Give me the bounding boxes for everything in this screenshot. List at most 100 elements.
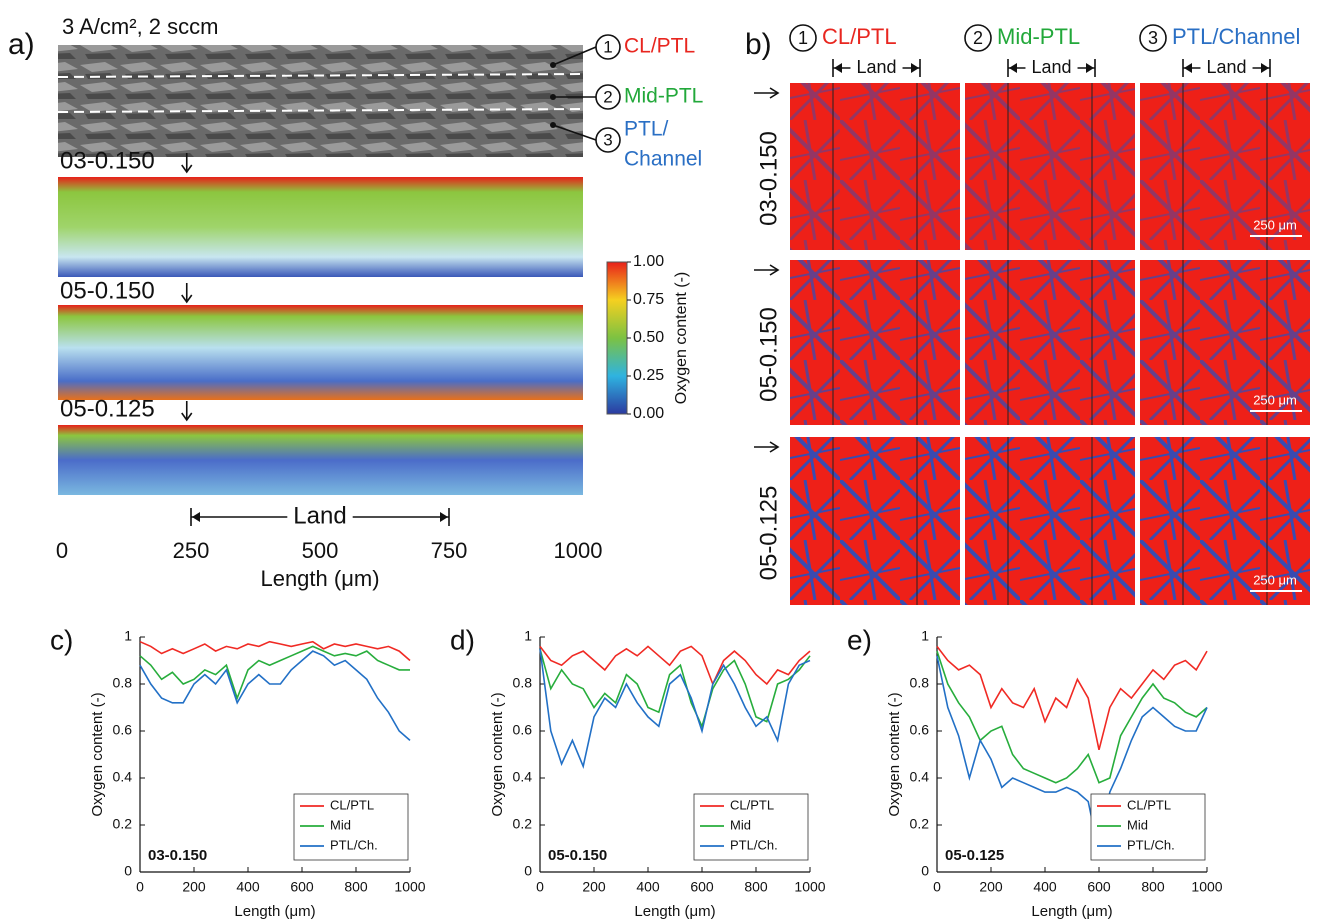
colorbar-tick-label: 0.75 (633, 291, 664, 308)
y-tick-label: 0.2 (910, 816, 930, 832)
colorbar-tick-label: 0.50 (633, 329, 664, 346)
arrow (192, 512, 200, 522)
x-tick-label: 0 (136, 879, 144, 895)
land-label: Land (1031, 57, 1071, 77)
map-label: 05-0.125 (60, 395, 155, 422)
legend-label: PTL/Ch. (730, 837, 778, 852)
x-tick-label: 1000 (1191, 879, 1222, 895)
y-axis-label: Oxygen content (-) (886, 692, 903, 816)
colorbar-tick-label: 0.00 (633, 405, 664, 422)
x-axis-label: Length (μm) (1031, 903, 1112, 920)
layer-number: 3 (1148, 28, 1158, 48)
tomo-fibers (965, 260, 1135, 425)
layer-label: PTL/ (624, 118, 669, 141)
y-tick-label: 0.4 (113, 769, 133, 785)
scale-bar-label: 250 μm (1253, 217, 1297, 232)
x-tick-label: 600 (1087, 879, 1111, 895)
layer-label: Mid-PTL (624, 85, 703, 108)
x-tick-label: 200 (182, 879, 206, 895)
y-tick-label: 0 (124, 863, 132, 879)
series-line (936, 645, 1208, 750)
length-tick-label: 500 (302, 538, 339, 563)
arrow (181, 412, 193, 422)
layer-line (57, 73, 584, 78)
panel-label: e) (847, 624, 872, 655)
x-axis-label: Length (μm) (234, 903, 315, 920)
series-line (139, 645, 410, 701)
layer-circle (1139, 24, 1167, 52)
series-line (539, 648, 811, 769)
row-label: 05-0.150 (755, 307, 782, 402)
x-tick-label: 1000 (394, 879, 425, 895)
oxygen-map (58, 305, 583, 400)
row-label: 03-0.150 (755, 131, 782, 226)
x-tick-label: 400 (636, 879, 660, 895)
x-tick-label: 0 (536, 879, 544, 895)
arrow (834, 63, 842, 73)
annotation: 05-0.125 (945, 847, 1004, 864)
x-tick-label: 800 (344, 879, 368, 895)
legend-box (293, 793, 409, 861)
tomo-fibers (1140, 83, 1310, 250)
layer-label: CL/PTL (624, 35, 695, 58)
arrow (440, 512, 448, 522)
legend-box (1090, 793, 1206, 861)
y-tick-label: 0 (524, 863, 532, 879)
y-tick-label: 1 (524, 628, 532, 644)
arrow (911, 63, 919, 73)
y-axis-label: Oxygen content (-) (489, 692, 506, 816)
length-tick-label: 1000 (554, 538, 603, 563)
colorbar-tick-label: 0.25 (633, 367, 664, 384)
tomo-fibers (790, 83, 960, 250)
leader-line (552, 46, 597, 66)
legend-label: CL/PTL (730, 797, 774, 812)
series-line (936, 655, 1208, 854)
arrow (181, 164, 193, 174)
x-tick-label: 200 (582, 879, 606, 895)
layer-circle (789, 24, 817, 52)
column-label: PTL/Channel (1172, 24, 1300, 49)
y-tick-label: 1 (124, 628, 132, 644)
y-tick-label: 0.2 (113, 816, 133, 832)
x-tick-label: 800 (744, 879, 768, 895)
oxygen-map (58, 177, 583, 277)
x-axis-label: Length (μm) (634, 903, 715, 920)
layer-line (57, 108, 584, 113)
panel-label: c) (50, 624, 73, 655)
y-tick-label: 0 (921, 863, 929, 879)
legend-label: CL/PTL (1127, 797, 1171, 812)
arrow (769, 87, 780, 99)
series-line (936, 650, 1208, 784)
y-tick-label: 0.2 (513, 816, 533, 832)
y-tick-label: 0.4 (910, 769, 930, 785)
map-label: 03-0.150 (60, 147, 155, 174)
y-tick-label: 0.6 (513, 722, 533, 738)
land-label: Land (293, 502, 346, 529)
series-line (539, 648, 811, 729)
legend-label: Mid (1127, 817, 1148, 832)
colorbar-tick-label: 1.00 (633, 253, 664, 270)
layer-circle (964, 24, 992, 52)
arrow (769, 441, 780, 453)
layer-number: 3 (603, 130, 612, 149)
arrow (1086, 63, 1094, 73)
y-tick-label: 0.8 (513, 675, 533, 691)
y-tick-label: 0.8 (113, 675, 133, 691)
legend-label: Mid (730, 817, 751, 832)
length-tick-label: 750 (431, 538, 468, 563)
column-label: CL/PTL (822, 24, 897, 49)
annotation: 03-0.150 (148, 847, 207, 864)
y-tick-label: 0.8 (910, 675, 930, 691)
x-tick-label: 800 (1141, 879, 1165, 895)
series-line (139, 640, 411, 662)
layer-number: 2 (603, 87, 612, 106)
scale-bar-label: 250 μm (1253, 392, 1297, 407)
tomo-fibers (790, 260, 960, 425)
legend-label: PTL/Ch. (330, 837, 378, 852)
y-tick-label: 1 (921, 628, 929, 644)
layer-number: 1 (798, 28, 808, 48)
layer-label: Channel (624, 148, 702, 171)
colorbar (606, 261, 628, 415)
tomo-fibers (965, 83, 1135, 250)
